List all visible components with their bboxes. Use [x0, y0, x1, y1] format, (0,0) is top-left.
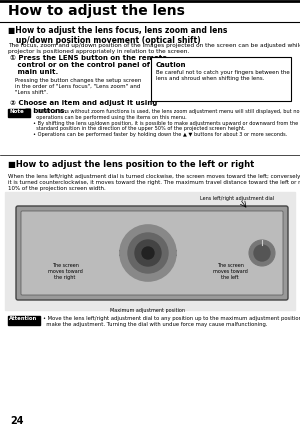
- Circle shape: [120, 225, 176, 281]
- Circle shape: [135, 240, 161, 266]
- Text: When the lens left/right adjustment dial is turned clockwise, the screen moves t: When the lens left/right adjustment dial…: [8, 174, 300, 191]
- Text: Pressing the button changes the setup screen
in the order of "Lens focus", "Lens: Pressing the button changes the setup sc…: [15, 78, 141, 95]
- Text: Note: Note: [9, 109, 24, 114]
- Circle shape: [254, 245, 270, 261]
- Circle shape: [142, 247, 154, 259]
- Text: ■How to adjust the lens position to the left or right: ■How to adjust the lens position to the …: [8, 160, 254, 169]
- Bar: [8, 316, 40, 325]
- Text: Maximum adjustment position: Maximum adjustment position: [110, 308, 185, 313]
- Bar: [5, 192, 295, 310]
- Circle shape: [128, 233, 168, 273]
- FancyBboxPatch shape: [16, 206, 288, 300]
- Text: 24: 24: [10, 416, 23, 424]
- Text: ■How to adjust the lens focus, lens zoom and lens
   up/down position movement (: ■How to adjust the lens focus, lens zoom…: [8, 26, 227, 45]
- Text: • When a lens without zoom functions is used, the lens zoom adjustment menu will: • When a lens without zoom functions is …: [33, 109, 299, 137]
- Text: ① Press the LENS button on the remote
   control or on the control panel of the
: ① Press the LENS button on the remote co…: [10, 55, 167, 75]
- Text: Caution: Caution: [156, 62, 187, 68]
- Bar: [8, 109, 30, 117]
- Text: • Move the lens left/right adjustment dial to any position up to the maximum adj: • Move the lens left/right adjustment di…: [43, 316, 300, 327]
- Text: The screen
moves toward
the left: The screen moves toward the left: [213, 263, 248, 279]
- Circle shape: [249, 240, 275, 266]
- Text: The screen
moves toward
the right: The screen moves toward the right: [48, 263, 82, 279]
- Text: ② Choose an item and adjust it using
   ▲ ▼ buttons.: ② Choose an item and adjust it using ▲ ▼…: [10, 100, 158, 113]
- Text: The focus, zoom and up/down position of the images projected on the screen can b: The focus, zoom and up/down position of …: [8, 43, 300, 54]
- Text: Attention: Attention: [9, 316, 37, 321]
- Text: Lens left/right adjustment dial: Lens left/right adjustment dial: [200, 196, 274, 201]
- Text: Be careful not to catch your fingers between the
lens and shroud when shifting t: Be careful not to catch your fingers bet…: [156, 70, 290, 81]
- FancyBboxPatch shape: [151, 57, 291, 101]
- Text: How to adjust the lens: How to adjust the lens: [8, 4, 185, 18]
- FancyBboxPatch shape: [21, 211, 283, 295]
